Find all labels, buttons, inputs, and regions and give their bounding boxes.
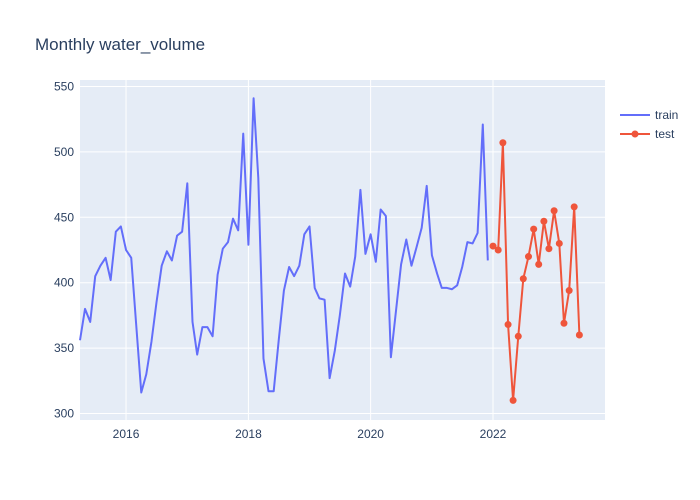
y-axis-ticks: 300 350 400 450 500 550 xyxy=(54,80,74,421)
data-point xyxy=(530,225,538,233)
legend-label: test xyxy=(655,127,675,141)
data-point xyxy=(575,331,583,339)
data-point xyxy=(545,245,553,253)
data-point xyxy=(535,260,543,268)
y-tick-label: 450 xyxy=(54,210,74,224)
data-point xyxy=(524,253,532,261)
data-point xyxy=(499,139,507,147)
x-tick-label: 2016 xyxy=(113,427,140,441)
y-tick-label: 300 xyxy=(54,406,74,420)
data-point xyxy=(540,217,548,225)
series-test xyxy=(489,139,583,404)
data-point xyxy=(555,239,563,247)
legend[interactable]: train test xyxy=(620,108,678,141)
plot-area xyxy=(80,80,605,420)
grid xyxy=(80,80,605,420)
series-line-test xyxy=(492,141,581,402)
series xyxy=(79,97,583,404)
y-tick-label: 400 xyxy=(54,276,74,290)
legend-label: train xyxy=(655,108,678,122)
data-point xyxy=(565,287,573,295)
data-point xyxy=(509,396,517,404)
chart-title: Monthly water_volume xyxy=(35,35,205,54)
data-point xyxy=(519,275,527,283)
y-tick-label: 500 xyxy=(54,145,74,159)
data-point xyxy=(494,246,502,254)
y-tick-label: 550 xyxy=(54,80,74,94)
legend-item-train[interactable]: train xyxy=(620,108,678,122)
x-axis-ticks: 2016 2018 2020 2022 xyxy=(113,427,507,441)
series-line-train xyxy=(79,97,489,394)
series-train xyxy=(79,97,489,394)
data-point xyxy=(504,321,512,329)
legend-marker xyxy=(631,130,639,138)
y-tick-label: 350 xyxy=(54,341,74,355)
data-point xyxy=(560,319,568,327)
data-point xyxy=(514,332,522,340)
data-point xyxy=(570,203,578,211)
x-tick-label: 2020 xyxy=(357,427,384,441)
data-point xyxy=(489,242,497,250)
x-tick-label: 2022 xyxy=(480,427,507,441)
legend-item-test[interactable]: test xyxy=(620,127,675,141)
x-tick-label: 2018 xyxy=(235,427,262,441)
data-point xyxy=(550,207,558,215)
